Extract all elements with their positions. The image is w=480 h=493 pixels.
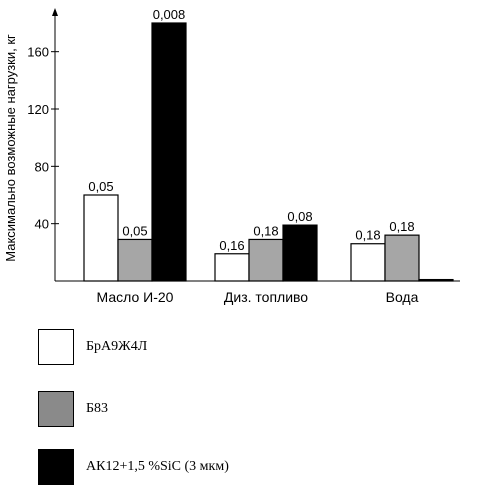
legend-swatch-ak12	[38, 449, 74, 485]
chart-bars	[83, 22, 454, 282]
y-axis-label: Максимально возможные нагрузки, кг	[3, 34, 18, 262]
legend-item-ak12: АК12+1,5 %SiC (3 мкм)	[38, 448, 229, 486]
x-category-label: Вода	[386, 289, 419, 305]
x-category-label: Диз. топливо	[224, 289, 308, 305]
legend-label: Б83	[86, 401, 109, 416]
bar	[83, 194, 119, 282]
bar-chart: 40 80 120 160 0,05 0,05 0,008 0,16 0,18 0,08 0,18…	[3, 7, 460, 305]
y-axis-arrow	[52, 8, 58, 16]
data-label: 0,18	[389, 219, 414, 234]
data-label: 0,008	[153, 7, 186, 22]
bar	[248, 238, 284, 282]
bar	[117, 238, 153, 282]
data-label: 0,05	[122, 223, 147, 238]
y-tick-label: 120	[27, 102, 49, 117]
bar	[384, 234, 420, 282]
legend-swatch-bra9zh4l	[38, 329, 74, 365]
data-label: 0,16	[219, 238, 244, 253]
legend-item-bra9zh4l: БрА9Ж4Л	[38, 328, 147, 366]
bar	[350, 243, 386, 282]
data-label: 0,18	[253, 223, 278, 238]
bar	[282, 224, 318, 282]
y-tick-label: 40	[35, 217, 49, 232]
bar	[151, 22, 187, 282]
legend-item-b83: Б83	[38, 390, 108, 428]
data-label: 0,18	[355, 228, 380, 243]
bar	[418, 278, 454, 282]
data-label: 0,08	[287, 209, 312, 224]
bar	[214, 253, 250, 282]
y-tick-label: 80	[35, 159, 49, 174]
legend-label: АК12+1,5 %SiC (3 мкм)	[86, 459, 229, 474]
legend-swatch-b83	[38, 391, 74, 427]
chart-labels: 0,05 0,05 0,008 0,16 0,18 0,08 0,18 0,18 Масло И…	[88, 7, 418, 305]
x-category-label: Масло И-20	[97, 289, 174, 305]
data-label: 0,05	[88, 179, 113, 194]
legend-label: БрА9Ж4Л	[86, 339, 148, 354]
y-tick-label: 160	[27, 45, 49, 60]
